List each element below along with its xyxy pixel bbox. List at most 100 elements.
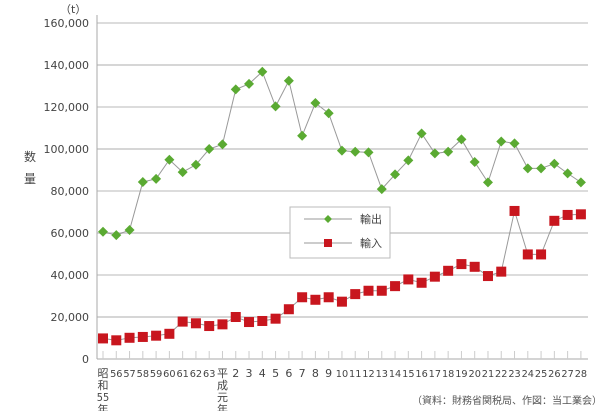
legend-marker bbox=[324, 239, 332, 247]
data-point-import bbox=[124, 332, 135, 343]
data-point-export bbox=[429, 148, 440, 159]
data-point-export bbox=[376, 184, 387, 195]
data-point-import bbox=[336, 296, 347, 307]
data-point-export bbox=[575, 177, 586, 188]
x-tick-label: 58 bbox=[137, 369, 149, 380]
x-tick-label: 27 bbox=[561, 369, 573, 380]
data-point-import bbox=[270, 313, 281, 324]
x-tick-label: 63 bbox=[203, 369, 215, 380]
data-point-export bbox=[124, 225, 135, 236]
y-tick-label: 120,000 bbox=[44, 101, 90, 114]
data-point-export bbox=[310, 98, 321, 109]
data-point-import bbox=[522, 249, 533, 260]
y-axis-label: 数量 bbox=[24, 150, 37, 186]
data-point-export bbox=[98, 226, 108, 237]
data-point-import bbox=[562, 209, 573, 220]
x-tick-label: 23 bbox=[508, 369, 520, 380]
data-point-export bbox=[244, 78, 255, 89]
x-tick-label: 55 bbox=[97, 391, 109, 404]
x-tick-label: 26 bbox=[548, 369, 560, 380]
data-point-export bbox=[217, 139, 228, 150]
x-tick-label: 57 bbox=[123, 369, 135, 380]
data-point-export bbox=[297, 130, 308, 141]
x-tick-label: 元 bbox=[217, 391, 228, 404]
data-point-export bbox=[164, 154, 175, 165]
data-point-import bbox=[416, 277, 427, 288]
x-tick-label: 2 bbox=[232, 367, 239, 380]
data-point-import bbox=[283, 304, 294, 315]
data-point-import bbox=[230, 312, 241, 322]
data-point-export bbox=[336, 145, 347, 156]
x-tick-label: 8 bbox=[312, 367, 319, 380]
y-tick-label: 0 bbox=[82, 353, 89, 366]
data-point-import bbox=[363, 285, 374, 296]
y-tick-label: 100,000 bbox=[44, 143, 90, 156]
data-point-import bbox=[217, 319, 228, 330]
data-point-export bbox=[151, 173, 162, 184]
x-tick-label: 56 bbox=[110, 369, 122, 380]
legend-label: 輸入 bbox=[360, 236, 382, 250]
data-point-export bbox=[257, 66, 268, 77]
data-point-export bbox=[522, 163, 533, 174]
data-point-import bbox=[482, 271, 493, 282]
x-tick-label: 13 bbox=[376, 369, 388, 380]
data-point-import bbox=[575, 209, 586, 220]
x-tick-label: 5 bbox=[272, 367, 279, 380]
x-tick-label: 昭 bbox=[98, 367, 109, 380]
data-point-import bbox=[164, 328, 175, 339]
x-tick-label: 7 bbox=[299, 367, 306, 380]
data-point-export bbox=[204, 144, 215, 154]
x-tick-label: 62 bbox=[190, 369, 202, 380]
data-point-export bbox=[390, 169, 401, 180]
data-point-import bbox=[151, 330, 162, 341]
unit-label: （t） bbox=[60, 3, 87, 16]
x-tick-label: 22 bbox=[495, 369, 507, 380]
data-point-export bbox=[363, 147, 374, 158]
data-point-import bbox=[177, 316, 188, 327]
data-point-export bbox=[177, 167, 188, 178]
y-tick-label: 160,000 bbox=[44, 17, 90, 30]
data-point-export bbox=[111, 230, 122, 241]
x-tick-label: 61 bbox=[176, 369, 188, 380]
data-point-import bbox=[390, 281, 401, 292]
data-point-export bbox=[549, 158, 560, 169]
legend-label: 輸出 bbox=[360, 212, 382, 226]
data-point-import bbox=[98, 333, 108, 344]
data-point-import bbox=[509, 205, 520, 216]
data-point-export bbox=[230, 84, 241, 95]
x-tick-label: 15 bbox=[402, 369, 414, 380]
data-point-export bbox=[496, 136, 507, 147]
x-tick-label: 16 bbox=[415, 369, 427, 380]
x-tick-label: 平 bbox=[217, 367, 228, 380]
x-tick-label: 19 bbox=[455, 369, 467, 380]
data-point-import bbox=[456, 259, 467, 270]
data-point-export bbox=[469, 157, 480, 168]
x-tick-label: 12 bbox=[362, 369, 374, 380]
y-tick-label: 140,000 bbox=[44, 59, 90, 72]
source-note: （資料：財務省関税局、作図：当工業会） bbox=[412, 396, 602, 407]
data-point-import bbox=[536, 249, 547, 260]
data-point-import bbox=[350, 289, 361, 300]
x-tick-label: 3 bbox=[246, 367, 253, 380]
data-point-export bbox=[509, 138, 520, 149]
x-tick-label: 60 bbox=[163, 369, 175, 380]
x-tick-label: 14 bbox=[389, 369, 401, 380]
data-point-export bbox=[456, 134, 467, 145]
x-tick-label: 21 bbox=[482, 369, 494, 380]
x-tick-label: 25 bbox=[535, 369, 547, 380]
data-point-import bbox=[496, 266, 507, 277]
x-tick-label: 28 bbox=[575, 369, 587, 380]
data-point-export bbox=[323, 108, 334, 119]
x-tick-label: 6 bbox=[285, 367, 292, 380]
legend-box bbox=[289, 206, 391, 259]
x-tick-label: 9 bbox=[325, 367, 332, 380]
data-point-export bbox=[190, 159, 201, 170]
data-point-import bbox=[244, 317, 255, 328]
data-point-export bbox=[350, 146, 361, 157]
data-point-import bbox=[111, 335, 122, 346]
data-point-export bbox=[137, 176, 148, 187]
x-tick-label: 59 bbox=[150, 369, 162, 380]
data-point-import bbox=[297, 292, 308, 303]
legend-marker bbox=[324, 215, 332, 223]
